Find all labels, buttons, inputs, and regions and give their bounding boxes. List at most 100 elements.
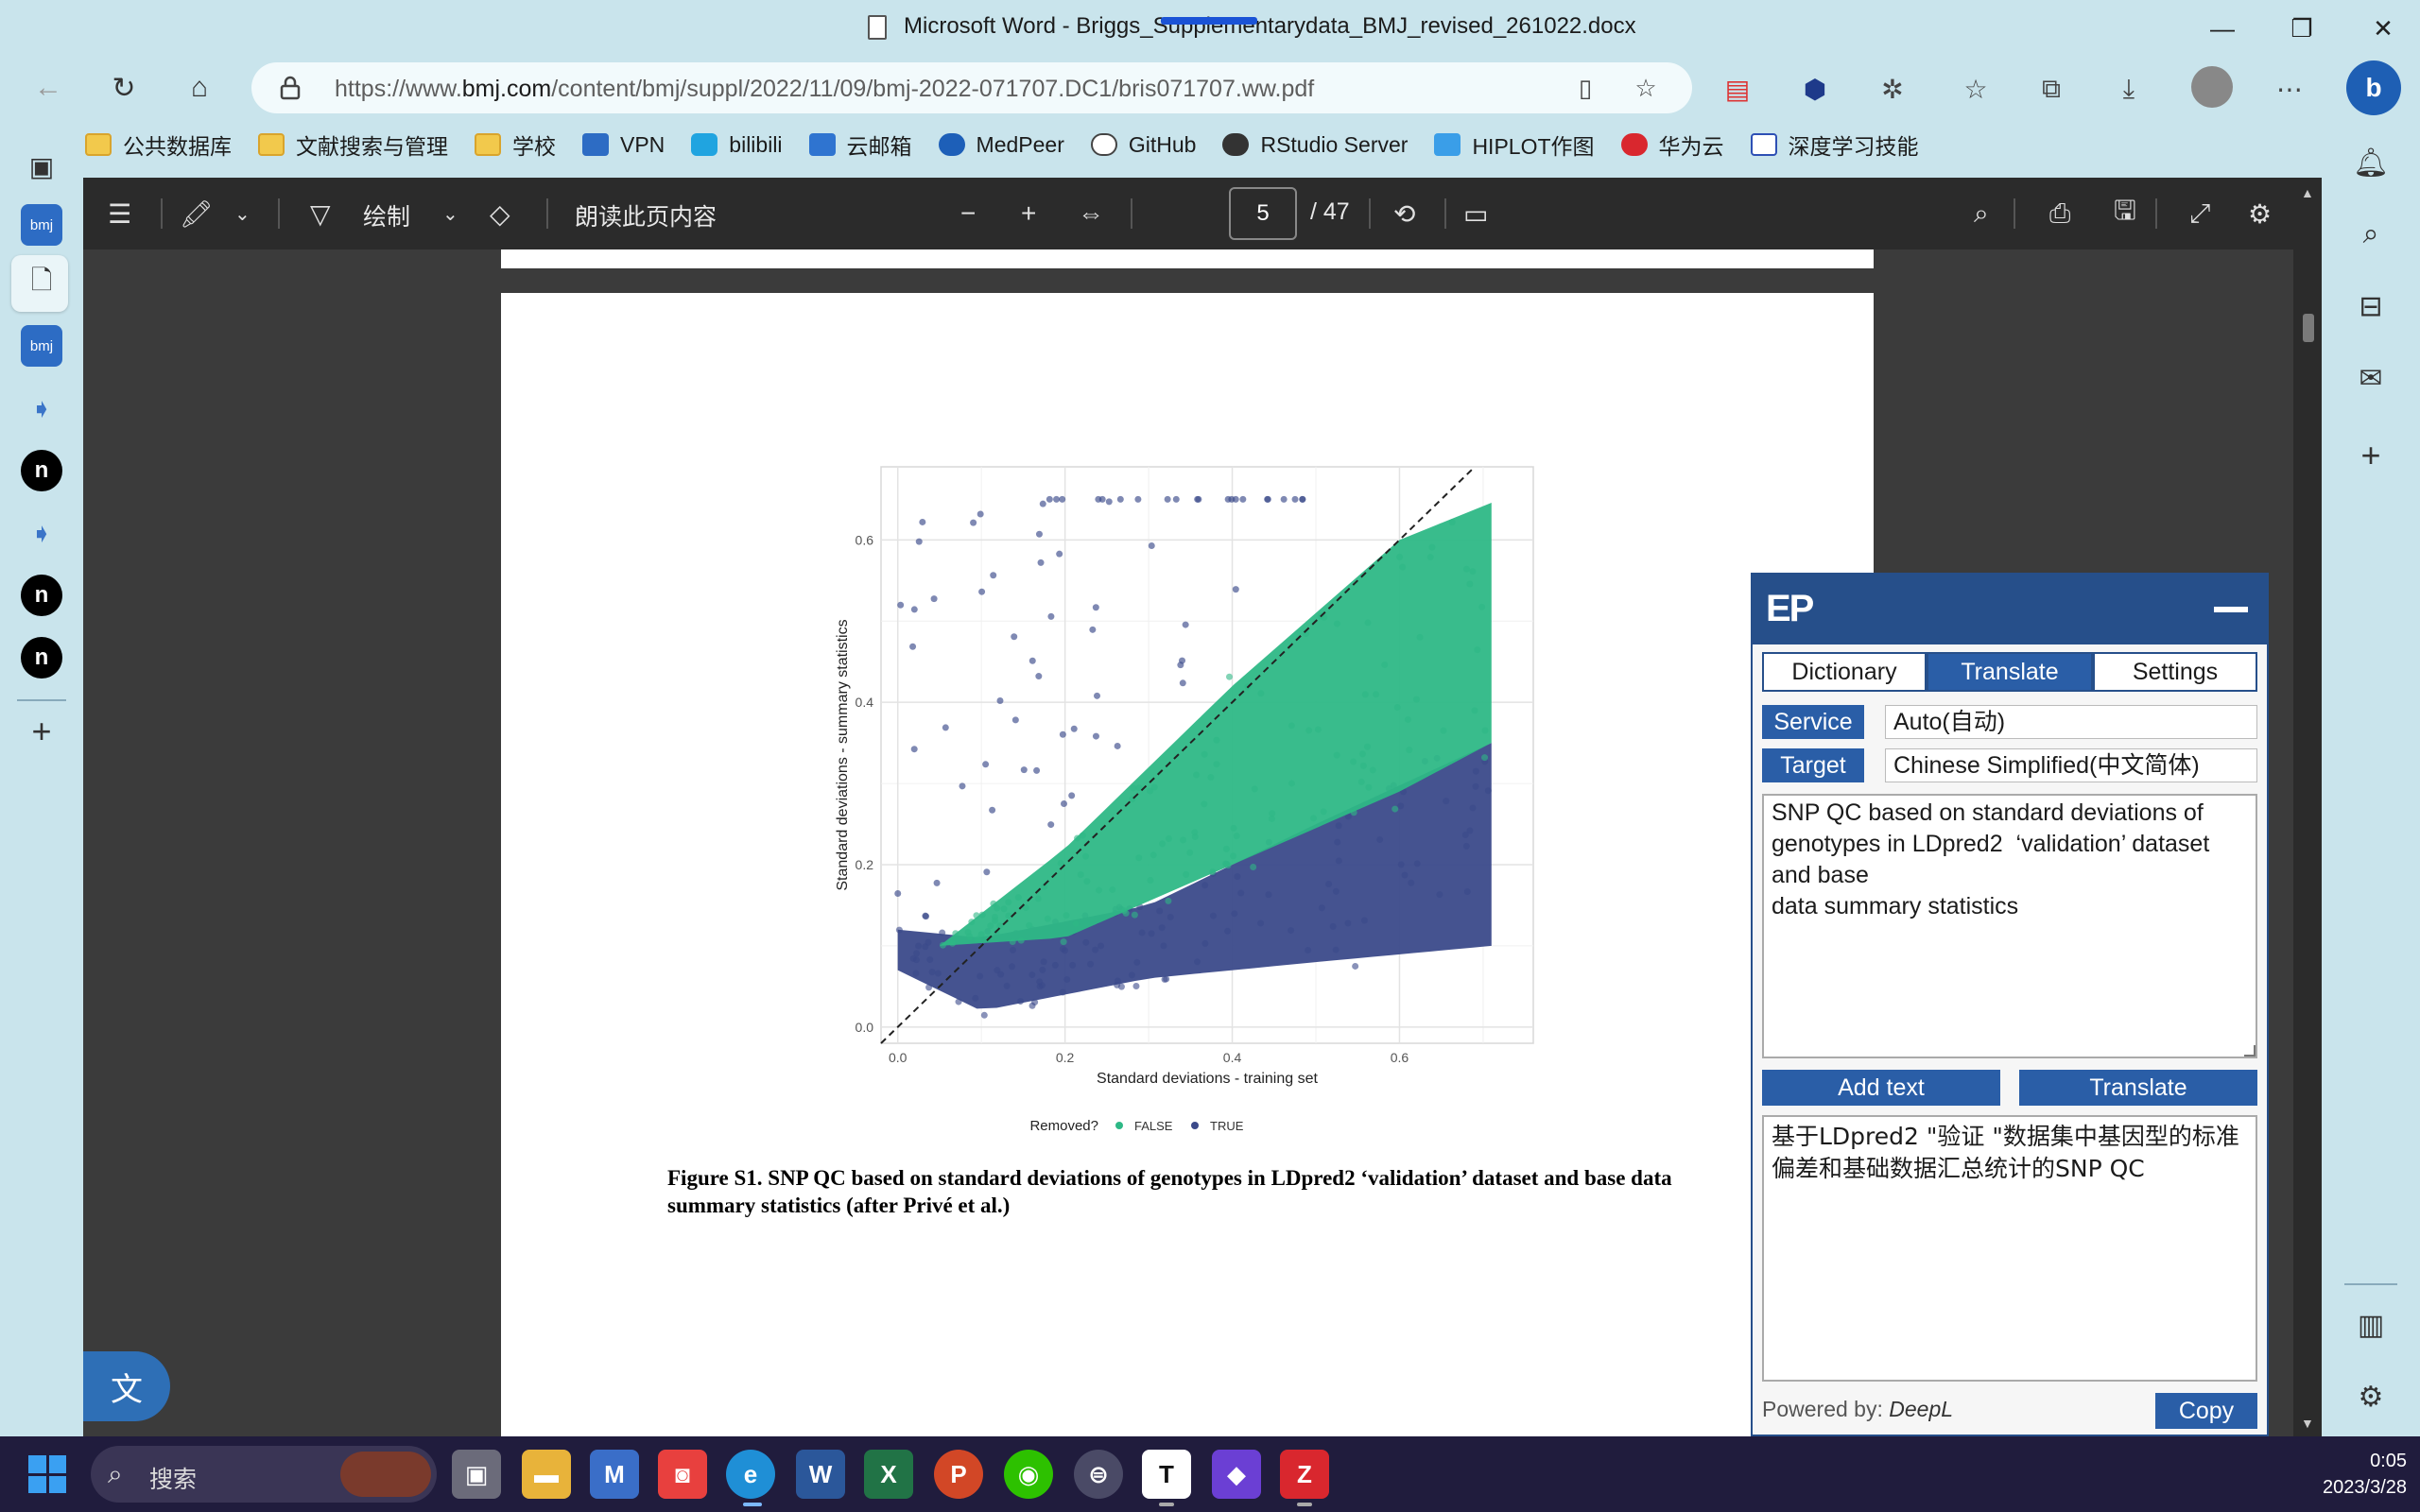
- taskbar-search[interactable]: ⌕ 搜索: [91, 1446, 437, 1503]
- find-icon[interactable]: ⌕: [1974, 198, 1989, 228]
- sidebar-settings-icon[interactable]: ⚙: [2358, 1381, 2384, 1413]
- powerpoint-icon[interactable]: P: [934, 1450, 983, 1499]
- copy-button[interactable]: Copy: [2155, 1393, 2257, 1429]
- word-icon[interactable]: W: [796, 1450, 845, 1499]
- tab-n-3[interactable]: n: [21, 637, 62, 679]
- url-text[interactable]: https://www.bmj.com/content/bmj/suppl/20…: [335, 76, 1315, 102]
- bookmark-cloud-mail[interactable]: 云邮箱: [808, 129, 912, 161]
- tab-arrow-icon[interactable]: ➧: [30, 518, 53, 548]
- collections-icon[interactable]: ⧉: [2042, 73, 2061, 103]
- vpn-client-icon[interactable]: ⊜: [1074, 1450, 1123, 1499]
- extensions-icon[interactable]: ✲: [1881, 74, 1904, 104]
- vertical-scrollbar[interactable]: ▲ ▼: [2293, 178, 2322, 1436]
- file-explorer-icon[interactable]: ▬: [522, 1450, 571, 1499]
- bookmark-rstudio[interactable]: RStudio Server: [1222, 132, 1408, 158]
- close-button[interactable]: ✕: [2373, 13, 2394, 43]
- bookmark-public-databases[interactable]: 公共数据库: [85, 129, 232, 161]
- draw-dropdown-icon[interactable]: ⌄: [442, 203, 458, 225]
- bookmark-vpn[interactable]: VPN: [582, 132, 665, 158]
- outlook-icon[interactable]: ✉: [2359, 362, 2383, 394]
- tab-n-1[interactable]: n: [21, 450, 62, 491]
- bookmark-hiplot[interactable]: HIPLOT作图: [1434, 129, 1595, 161]
- bookmark-bilibili[interactable]: bilibili: [691, 132, 783, 158]
- downloads-icon[interactable]: ⤓: [2122, 73, 2135, 103]
- zoom-out-icon[interactable]: −: [960, 198, 977, 228]
- service-select[interactable]: Auto(自动): [1885, 705, 2257, 739]
- contents-icon[interactable]: ☰: [108, 198, 132, 229]
- tab-arrow-icon[interactable]: ➧: [30, 393, 53, 423]
- scroll-up-icon[interactable]: ▲: [2301, 185, 2314, 200]
- more-icon[interactable]: ⋯: [2276, 74, 2303, 104]
- page-view-icon[interactable]: ▭: [1463, 198, 1489, 229]
- translator-header[interactable]: EP: [1753, 575, 2267, 644]
- search-sidebar-icon[interactable]: ⌕: [2362, 218, 2379, 249]
- translate-bubble-icon[interactable]: 文: [83, 1351, 170, 1421]
- highlight-icon[interactable]: 🖍︎: [180, 198, 214, 229]
- scrollbar-thumb[interactable]: [2303, 314, 2314, 342]
- bookmark-medpeer[interactable]: MedPeer: [938, 132, 1064, 158]
- favorites-icon[interactable]: ☆: [1963, 74, 1988, 104]
- target-select[interactable]: Chinese Simplified(中文简体): [1885, 748, 2257, 782]
- hide-sidebar-icon[interactable]: ▥: [2357, 1309, 2385, 1341]
- bing-copilot-icon[interactable]: b: [2346, 60, 2401, 115]
- obsidian-icon[interactable]: ◆: [1212, 1450, 1261, 1499]
- refresh-icon[interactable]: ↻: [112, 72, 136, 104]
- draw-icon[interactable]: ▽: [310, 198, 331, 229]
- tab-settings[interactable]: Settings: [2093, 652, 2257, 692]
- add-text-button[interactable]: Add text: [1762, 1070, 2000, 1106]
- tab-bmj-2[interactable]: bmj: [21, 325, 62, 367]
- tab-pdf-document[interactable]: 🗋: [30, 266, 53, 295]
- source-text-area[interactable]: SNP QC based on standard deviations of g…: [1762, 794, 2257, 1058]
- minimize-icon[interactable]: [2214, 607, 2248, 612]
- minimize-button[interactable]: —: [2210, 13, 2235, 43]
- zotero-icon[interactable]: Z: [1280, 1450, 1329, 1499]
- address-bar[interactable]: https://www.bmj.com/content/bmj/suppl/20…: [251, 62, 1692, 113]
- draw-label[interactable]: 绘制: [363, 204, 411, 231]
- bookmark-huawei-cloud[interactable]: 华为云: [1620, 129, 1724, 161]
- home-icon[interactable]: ⌂: [190, 72, 209, 103]
- profile-avatar[interactable]: [2191, 66, 2233, 108]
- highlight-dropdown-icon[interactable]: ⌄: [234, 203, 251, 225]
- page-number-input[interactable]: 5: [1229, 187, 1297, 240]
- bookmark-github[interactable]: GitHub: [1090, 132, 1196, 158]
- wechat-icon[interactable]: ◉: [1004, 1450, 1053, 1499]
- new-tab-icon[interactable]: +: [31, 712, 52, 750]
- office-app-icon[interactable]: M: [590, 1450, 639, 1499]
- huawei-store-icon[interactable]: ◙: [658, 1450, 707, 1499]
- tools-icon[interactable]: ⊟: [2359, 290, 2383, 322]
- bookmark-literature[interactable]: 文献搜索与管理: [258, 129, 448, 161]
- print-icon[interactable]: ⎙: [2049, 198, 2071, 228]
- notifications-icon[interactable]: 🔔︎: [2352, 146, 2390, 179]
- fit-width-icon[interactable]: ⇔: [1078, 198, 1104, 228]
- translate-button[interactable]: Translate: [2019, 1070, 2257, 1106]
- tab-actions-icon[interactable]: ▣: [28, 151, 55, 181]
- fullscreen-icon[interactable]: ⤢: [2189, 198, 2211, 228]
- read-aloud-button[interactable]: 朗读此页内容: [575, 204, 717, 231]
- tab-translate[interactable]: Translate: [1927, 652, 2093, 692]
- restore-button[interactable]: ❐: [2290, 13, 2313, 43]
- back-icon[interactable]: ←: [34, 72, 62, 103]
- rotate-icon[interactable]: ⟲: [1393, 198, 1416, 229]
- shield-extension-icon[interactable]: ⬢: [1803, 74, 1827, 104]
- typora-icon[interactable]: T: [1142, 1450, 1191, 1499]
- add-sidebar-app-icon[interactable]: +: [2360, 436, 2381, 474]
- save-icon[interactable]: 🖫: [2114, 196, 2136, 225]
- system-clock[interactable]: 0:05 2023/3/28: [2284, 1448, 2407, 1501]
- reading-view-icon[interactable]: ▯: [1578, 73, 1593, 102]
- windows-start-icon[interactable]: [28, 1455, 66, 1493]
- zoom-in-icon[interactable]: +: [1021, 198, 1037, 228]
- edge-browser-icon[interactable]: e: [726, 1450, 775, 1499]
- task-view-icon[interactable]: ▣: [452, 1450, 501, 1499]
- resize-handle-icon[interactable]: [2244, 1045, 2256, 1057]
- pdf-settings-icon[interactable]: ⚙: [2248, 198, 2273, 229]
- translation-output[interactable]: 基于LDpred2 "验证 "数据集中基因型的标准偏差和基础数据汇总统计的SNP…: [1762, 1115, 2257, 1382]
- lock-icon[interactable]: [280, 76, 301, 100]
- tab-bmj-1[interactable]: bmj: [21, 204, 62, 246]
- tab-dictionary[interactable]: Dictionary: [1762, 652, 1927, 692]
- eraser-icon[interactable]: ◇: [490, 198, 510, 229]
- excel-icon[interactable]: X: [864, 1450, 913, 1499]
- pdf-extension-icon[interactable]: ▤: [1724, 74, 1751, 104]
- bookmark-school[interactable]: 学校: [475, 129, 556, 161]
- add-favorite-icon[interactable]: ☆: [1634, 73, 1657, 102]
- bookmark-deep-learning[interactable]: 深度学习技能: [1750, 129, 1919, 161]
